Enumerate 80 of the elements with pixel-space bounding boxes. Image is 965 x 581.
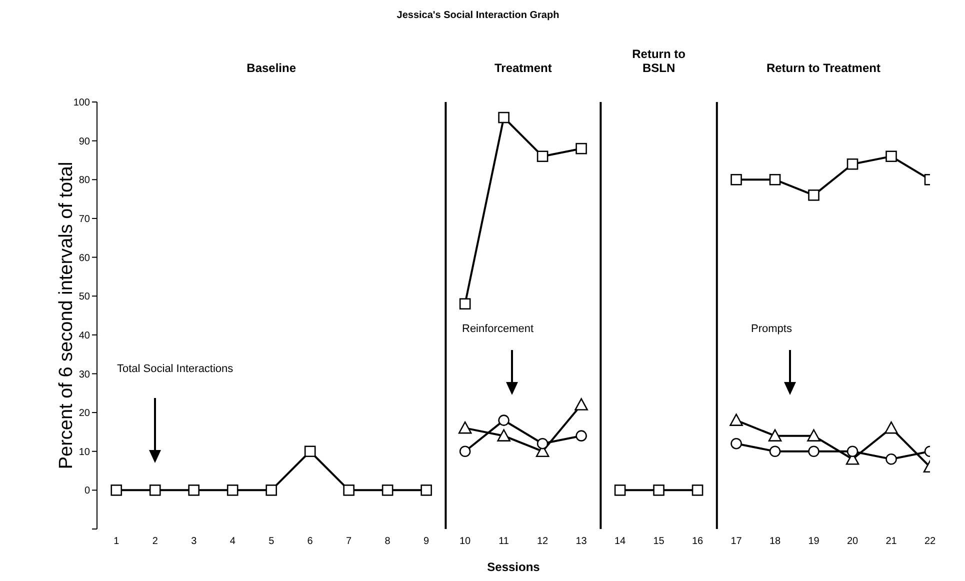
text: Return to BSLN bbox=[632, 47, 686, 75]
point bbox=[497, 429, 510, 442]
x-tick-label: 18 bbox=[769, 536, 782, 548]
y-tick-label: 30 bbox=[78, 369, 90, 380]
y-tick-label: 80 bbox=[78, 175, 90, 186]
point bbox=[886, 150, 897, 162]
annotation: Reinforcement bbox=[462, 323, 534, 335]
x-tick-label: 3 bbox=[191, 536, 198, 548]
point bbox=[884, 421, 898, 434]
text: Return to Treatment bbox=[766, 61, 880, 75]
y-tick-label: 70 bbox=[78, 214, 90, 226]
point bbox=[343, 484, 354, 496]
y-tick-label: 60 bbox=[78, 252, 90, 264]
y-tick-label: 90 bbox=[78, 136, 90, 148]
point bbox=[459, 446, 471, 458]
point bbox=[536, 150, 548, 162]
point bbox=[730, 174, 742, 186]
point bbox=[614, 484, 626, 496]
y-tick-label: 10 bbox=[78, 446, 90, 458]
point bbox=[807, 429, 820, 442]
x-tick-label: 4 bbox=[230, 536, 236, 548]
point bbox=[459, 298, 471, 310]
x-tick-label: 9 bbox=[424, 536, 430, 548]
point bbox=[576, 430, 587, 442]
text: Baseline bbox=[246, 61, 296, 75]
point bbox=[808, 446, 820, 458]
point bbox=[808, 190, 820, 201]
x-tick-label: 17 bbox=[730, 536, 742, 548]
point bbox=[768, 429, 782, 442]
point bbox=[730, 438, 742, 450]
point bbox=[149, 484, 161, 496]
point bbox=[458, 421, 472, 434]
x-tick-label: 11 bbox=[498, 536, 510, 548]
y-tick-label: 40 bbox=[78, 330, 90, 342]
text: Treatment bbox=[494, 61, 552, 75]
point bbox=[769, 446, 781, 458]
point bbox=[730, 414, 743, 426]
x-tick-label: 22 bbox=[924, 536, 936, 548]
point bbox=[574, 398, 588, 410]
x-tick-label: 8 bbox=[384, 536, 391, 548]
point bbox=[653, 484, 664, 496]
x-tick-label: 13 bbox=[576, 536, 588, 548]
y-tick-label: 50 bbox=[78, 292, 90, 303]
point bbox=[420, 484, 432, 496]
x-tick-label: 5 bbox=[268, 536, 275, 548]
chart-title: Jessica's Social Interaction Graph bbox=[396, 10, 560, 21]
x-tick-label: 15 bbox=[653, 536, 665, 548]
point bbox=[769, 174, 781, 186]
x-tick-label: 20 bbox=[846, 536, 859, 548]
x-tick-label: 10 bbox=[460, 536, 472, 548]
x-tick-label: 16 bbox=[692, 536, 704, 548]
point bbox=[498, 414, 510, 426]
y-tick-label: 20 bbox=[78, 408, 90, 420]
x-tick-label: 21 bbox=[886, 536, 898, 548]
y-tick-label: 0 bbox=[84, 486, 90, 497]
point bbox=[266, 484, 277, 496]
point bbox=[846, 446, 858, 458]
point bbox=[576, 142, 587, 154]
x-tick-label: 2 bbox=[152, 536, 158, 548]
point bbox=[498, 112, 510, 124]
x-axis-title: Sessions bbox=[487, 560, 540, 574]
point bbox=[188, 484, 200, 496]
x-tick-label: 14 bbox=[614, 536, 626, 548]
x-tick-label: 19 bbox=[808, 536, 820, 548]
point bbox=[536, 438, 548, 450]
y-tick-label: 100 bbox=[73, 98, 90, 109]
point bbox=[692, 484, 704, 496]
point bbox=[304, 446, 316, 458]
annotation: Prompts bbox=[751, 323, 792, 335]
point bbox=[226, 484, 238, 496]
annotation: Total Social Interactions bbox=[117, 363, 234, 375]
point bbox=[382, 484, 394, 496]
point bbox=[846, 158, 858, 170]
x-tick-label: 7 bbox=[346, 536, 352, 548]
point bbox=[110, 484, 122, 496]
y-axis-title: Percent of 6 second intervals of total bbox=[56, 162, 77, 470]
x-tick-label: 12 bbox=[536, 536, 549, 548]
point bbox=[886, 453, 897, 465]
x-tick-label: 1 bbox=[114, 536, 120, 548]
x-tick-label: 6 bbox=[307, 536, 314, 548]
